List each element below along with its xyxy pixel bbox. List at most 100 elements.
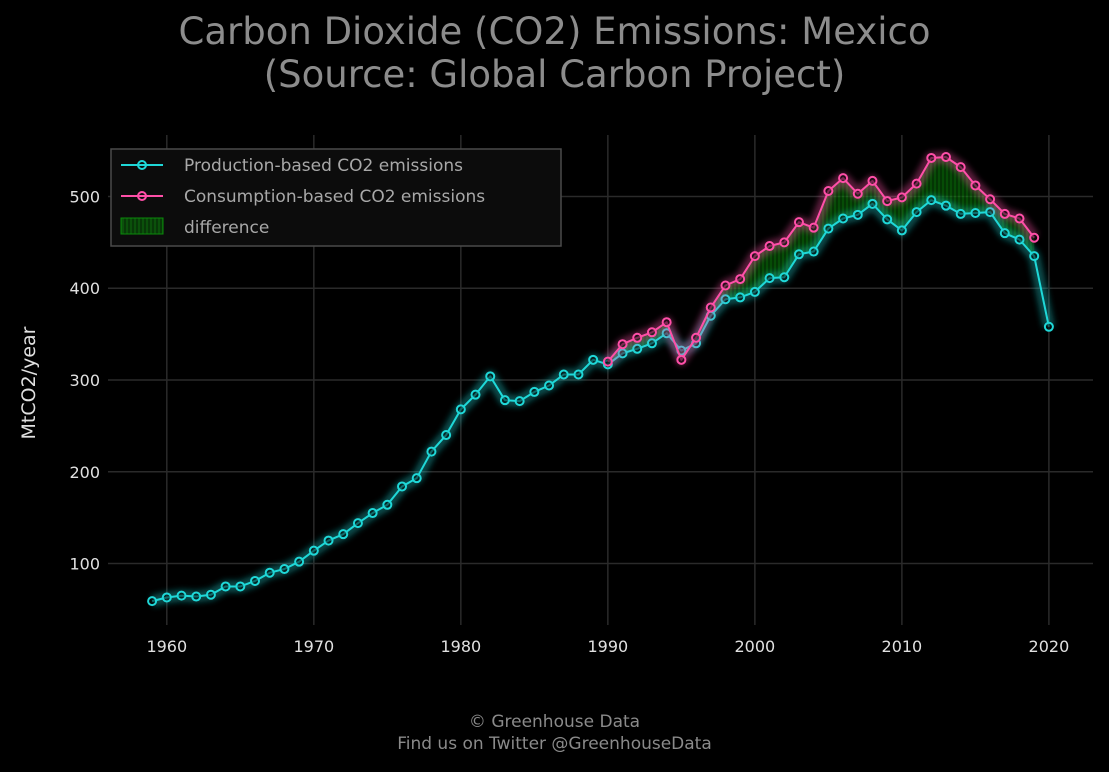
consumption-series-point	[720, 280, 731, 291]
production-series-point	[191, 591, 202, 602]
production-series-point	[367, 508, 378, 519]
y-tick-label: 200	[69, 463, 100, 482]
consumption-series-point	[735, 274, 746, 285]
production-series-point	[235, 581, 246, 592]
production-series-point	[646, 338, 657, 349]
consumption-series-point	[852, 188, 863, 199]
legend-difference-swatch	[120, 217, 164, 235]
production-series-point	[470, 389, 481, 400]
production-series-point	[279, 564, 290, 575]
consumption-series-point	[926, 152, 937, 163]
production-series-point	[632, 343, 643, 354]
production-series-point	[544, 380, 555, 391]
consumption-series-point	[691, 332, 702, 343]
consumption-series-point	[646, 327, 657, 338]
consumption-series-point	[1014, 213, 1025, 224]
legend-difference-label: difference	[184, 218, 269, 238]
production-series-point	[1014, 234, 1025, 245]
consumption-series-point	[808, 222, 819, 233]
consumption-series-point	[1029, 232, 1040, 243]
consumption-series-point	[940, 152, 951, 163]
production-series-point	[426, 446, 437, 457]
footer-copyright: © Greenhouse Data	[468, 712, 641, 732]
production-series-point	[999, 228, 1010, 239]
production-series-point	[955, 208, 966, 219]
chart-title-line1: Carbon Dioxide (CO2) Emissions: Mexico	[178, 10, 931, 53]
consumption-series-point	[779, 237, 790, 248]
production-series-point	[308, 545, 319, 556]
production-series-point	[529, 386, 540, 397]
production-series-point	[896, 225, 907, 236]
production-series-point	[764, 273, 775, 284]
y-tick-label: 100	[69, 555, 100, 574]
consumption-series-point	[882, 196, 893, 207]
consumption-series-point	[705, 302, 716, 313]
production-series-point	[147, 596, 158, 607]
production-series-point	[264, 567, 275, 578]
production-series-point	[411, 473, 422, 484]
y-axis-label: MtCO2/year	[18, 326, 40, 439]
consumption-series-point	[970, 180, 981, 191]
production-series-point	[838, 213, 849, 224]
legend-consumption-label: Consumption-based CO2 emissions	[184, 187, 485, 207]
production-series-point	[1043, 321, 1054, 332]
production-series-point	[808, 246, 819, 257]
x-tick-label: 2010	[882, 637, 923, 656]
consumption-series-point	[793, 217, 804, 228]
consumption-series-point	[867, 175, 878, 186]
legend-box	[110, 148, 562, 247]
production-series-glow	[150, 194, 1055, 607]
production-series-point	[250, 575, 261, 586]
x-tick-label: 1990	[587, 637, 628, 656]
chart-title: Carbon Dioxide (CO2) Emissions: Mexico (…	[0, 10, 1109, 96]
production-series-point	[338, 529, 349, 540]
x-tick-label: 2020	[1029, 637, 1070, 656]
production-series-point	[499, 395, 510, 406]
x-tick-label: 1970	[293, 637, 334, 656]
production-series-point	[985, 207, 996, 218]
consumption-series-point	[838, 173, 849, 184]
production-series-point	[573, 369, 584, 380]
production-series-point	[323, 535, 334, 546]
production-series-point	[176, 590, 187, 601]
legend-production-label: Production-based CO2 emissions	[184, 156, 463, 176]
production-series-point	[735, 292, 746, 303]
production-series-point	[161, 592, 172, 603]
production-series-point	[514, 396, 525, 407]
y-tick-label: 500	[69, 187, 100, 206]
production-series-point	[441, 430, 452, 441]
production-series-point	[793, 249, 804, 260]
production-series-point	[1029, 251, 1040, 262]
production-series-point	[485, 371, 496, 382]
consumption-series-point	[764, 241, 775, 252]
consumption-series-point	[676, 354, 687, 365]
x-tick-label: 1960	[146, 637, 187, 656]
consumption-series-point	[661, 317, 672, 328]
production-series-point	[882, 214, 893, 225]
consumption-series-point	[985, 194, 996, 205]
production-series-point	[926, 195, 937, 206]
x-tick-label: 2000	[735, 637, 776, 656]
consumption-series-point	[602, 356, 613, 367]
footer: © Greenhouse Data Find us on Twitter @Gr…	[0, 711, 1109, 755]
y-tick-label: 400	[69, 279, 100, 298]
consumption-series-point	[896, 192, 907, 203]
consumption-series-point	[955, 162, 966, 173]
production-series-point	[397, 481, 408, 492]
production-series-point	[382, 499, 393, 510]
production-series-line	[151, 199, 1050, 603]
consumption-series-point	[749, 251, 760, 262]
production-series-point	[911, 207, 922, 218]
production-series-point	[220, 581, 231, 592]
y-tick-label: 300	[69, 371, 100, 390]
production-series-point	[294, 556, 305, 567]
production-series-point	[852, 209, 863, 220]
x-tick-label: 1980	[440, 637, 481, 656]
production-series-point	[779, 272, 790, 283]
legend-consumption-marker	[137, 191, 147, 201]
series-group	[147, 151, 1055, 607]
production-series-point	[352, 518, 363, 529]
production-series-point	[749, 286, 760, 297]
consumption-series-point	[999, 208, 1010, 219]
